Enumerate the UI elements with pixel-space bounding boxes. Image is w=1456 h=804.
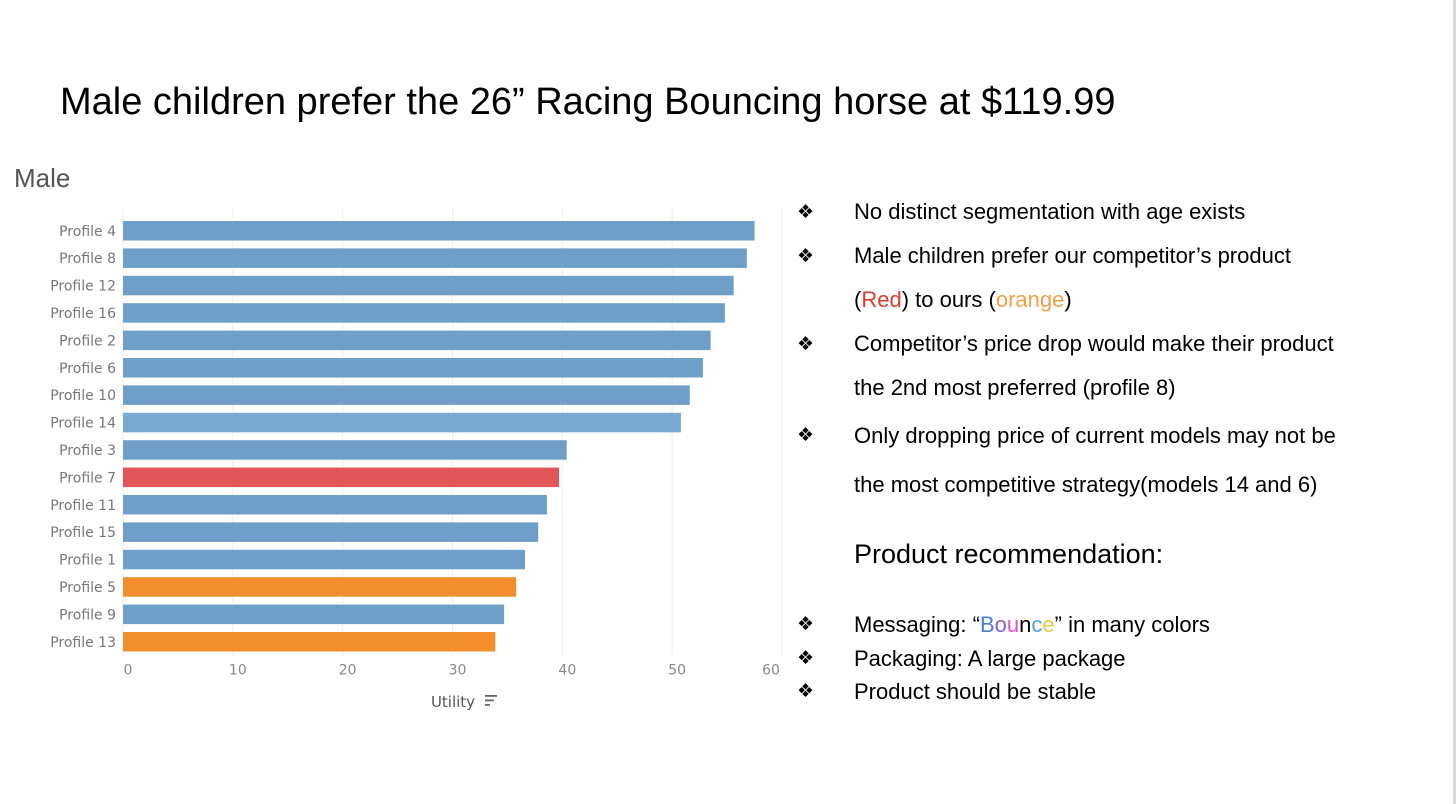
- bounce-letter: n: [1019, 612, 1032, 637]
- diamond-bullet-icon: ❖: [797, 613, 815, 635]
- bullet-text: Product should be stable: [854, 679, 1097, 704]
- orange-word: orange: [995, 287, 1065, 312]
- category-label: Profile 12: [50, 279, 116, 295]
- bounce-letter: e: [1042, 612, 1055, 637]
- category-label: Profile 11: [50, 498, 116, 514]
- x-tick-label: 60: [762, 663, 780, 679]
- bar-profile-11[interactable]: [123, 495, 547, 515]
- bar-profile-1[interactable]: [123, 549, 525, 570]
- bullet-price-drop-cont: the 2nd most preferred (profile 8): [795, 366, 1435, 410]
- bar-profile-4[interactable]: [123, 221, 755, 241]
- diamond-bullet-icon: ❖: [797, 201, 815, 223]
- diamond-bullet-icon: ❖: [797, 680, 815, 702]
- category-label: Profile 10: [50, 388, 116, 404]
- bar-profile-15[interactable]: [123, 522, 539, 542]
- diamond-bullet-icon: ❖: [797, 424, 815, 446]
- bullet-text: the most competitive strategy(models 14 …: [854, 472, 1318, 497]
- connector-text: ) to ours (: [901, 287, 996, 312]
- x-tick-label: 40: [558, 663, 576, 679]
- x-tick-label: 20: [339, 663, 357, 679]
- bullet-text: Male children prefer our competitor’s pr…: [854, 243, 1291, 268]
- bullet-text: the 2nd most preferred (profile 8): [854, 375, 1176, 400]
- bar-profile-16[interactable]: [123, 303, 725, 323]
- bar-profile-12[interactable]: [123, 275, 734, 296]
- rec-messaging: ❖ Messaging: “Bounce” in many colors: [795, 608, 1435, 642]
- sort-descending-icon[interactable]: [485, 695, 497, 706]
- bullet-text: Competitor’s price drop would make their…: [854, 331, 1334, 356]
- diamond-bullet-icon: ❖: [797, 646, 815, 669]
- category-label: Profile 4: [59, 224, 116, 240]
- slide-right-edge: [1453, 0, 1456, 804]
- diamond-bullet-icon: ❖: [797, 333, 815, 355]
- bar-profile-14[interactable]: [123, 412, 681, 433]
- bar-profile-5[interactable]: [123, 577, 517, 597]
- chart-category-labels: Profile 4 Profile 8 Profile 12 Profile 16 Pr…: [50, 224, 116, 651]
- chart-x-tick-labels: 0 10 20 30 40 50 60: [124, 663, 780, 679]
- diamond-bullet-icon: ❖: [797, 245, 815, 267]
- slide-title: Male children prefer the 26” Racing Boun…: [60, 81, 1116, 123]
- bullet-text: Only dropping price of current models ma…: [854, 423, 1336, 448]
- bar-profile-6[interactable]: [123, 358, 703, 378]
- bar-profile-2[interactable]: [123, 330, 711, 351]
- rec-suffix: ” in many colors: [1054, 612, 1210, 637]
- bounce-letter: B: [979, 612, 995, 637]
- bar-profile-10[interactable]: [123, 385, 690, 405]
- x-tick-label: 50: [668, 663, 686, 679]
- bullet-price-drop: ❖ Competitor’s price drop would make the…: [795, 322, 1435, 366]
- category-label: Profile 13: [50, 635, 116, 651]
- category-label: Profile 8: [59, 251, 116, 267]
- bar-profile-9[interactable]: [123, 604, 505, 625]
- bar-profile-7[interactable]: [123, 467, 560, 488]
- x-tick-label: 10: [229, 663, 247, 679]
- category-label: Profile 16: [50, 306, 116, 322]
- category-label: Profile 14: [50, 416, 116, 432]
- category-label: Profile 6: [59, 361, 116, 377]
- bounce-letter: c: [1031, 612, 1043, 637]
- recommendation-bullets: ❖ Messaging: “Bounce” in many colors ❖ P…: [795, 608, 1435, 709]
- red-word: Red: [861, 287, 902, 312]
- paren-close: ): [1064, 287, 1072, 312]
- category-label: Profile 5: [59, 580, 116, 596]
- bar-profile-3[interactable]: [123, 440, 567, 460]
- bar-profile-13[interactable]: [123, 632, 496, 652]
- insight-bullets: ❖ No distinct segmentation with age exis…: [795, 190, 1435, 508]
- category-label: Profile 15: [50, 525, 116, 541]
- x-axis-label: Utility: [431, 693, 475, 711]
- x-tick-label: 30: [449, 663, 467, 679]
- category-label: Profile 2: [59, 333, 116, 349]
- chart-bars: [123, 221, 755, 652]
- bullet-segmentation: ❖ No distinct segmentation with age exis…: [795, 190, 1435, 234]
- rec-product: ❖ Product should be stable: [795, 675, 1435, 709]
- category-label: Profile 7: [59, 470, 116, 486]
- bullet-text: Packaging: A large package: [854, 645, 1126, 671]
- bounce-letter: o: [994, 612, 1007, 637]
- paren-open: (: [854, 287, 862, 312]
- bullet-text: No distinct segmentation with age exists: [854, 199, 1246, 224]
- bounce-letter: u: [1006, 612, 1020, 637]
- bullet-strategy: ❖ Only dropping price of current models …: [795, 412, 1435, 459]
- bar-profile-8[interactable]: [123, 248, 747, 268]
- bullet-strategy-cont: the most competitive strategy(models 14 …: [795, 461, 1435, 508]
- category-label: Profile 3: [59, 443, 116, 459]
- category-label: Profile 9: [59, 607, 116, 623]
- chart-title: Male: [14, 163, 70, 193]
- bullet-competitor-preference-cont: (Red) to ours (orange): [795, 278, 1435, 322]
- bullet-competitor-preference: ❖ Male children prefer our competitor’s …: [795, 234, 1435, 278]
- recommendation-title: Product recommendation:: [854, 539, 1164, 569]
- rec-prefix: Messaging: “: [854, 612, 980, 637]
- rec-packaging: ❖ Packaging: A large package: [795, 642, 1435, 676]
- category-label: Profile 1: [59, 553, 116, 569]
- x-tick-label: 0: [124, 663, 133, 679]
